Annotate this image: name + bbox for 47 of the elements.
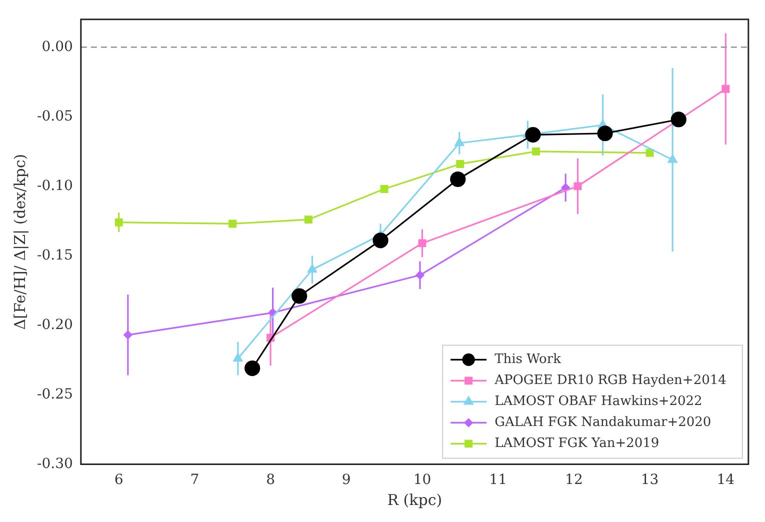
point [722,84,730,93]
point [114,218,123,226]
x-tick-label: 12 [565,472,583,488]
y-tick-label: 0.00 [42,38,73,55]
point [532,147,540,156]
point [304,216,312,224]
y-tick-label: -0.25 [36,386,73,402]
point [646,148,654,157]
point [454,138,464,146]
point [380,185,388,193]
point [308,264,317,273]
y-tick-label: -0.10 [36,178,73,194]
point [124,330,132,340]
y-tick-label: -0.30 [36,456,73,472]
x-axis-title: R (kpc) [387,490,442,509]
legend-label: This Work [494,352,562,368]
point [561,183,570,192]
point [670,112,686,128]
x-tick-label: 10 [413,472,432,488]
legend-label: GALAH FGK Nandakumar+2020 [494,415,712,430]
y-axis-title: Δ[Fe/H]/ Δ|Z| (dex/kpc) [10,154,29,330]
y-tick-label: -0.15 [36,247,73,264]
x-tick-label: 7 [190,472,200,488]
x-tick-label: 8 [266,472,275,488]
legend-label: LAMOST OBAF Hawkins+2022 [494,394,702,410]
point [525,126,541,143]
point [574,182,582,190]
x-tick-label: 9 [342,472,351,488]
point [668,154,678,163]
point [456,160,464,168]
point [292,288,308,304]
point [418,239,426,248]
x-tick-label: 14 [716,472,735,488]
y-tick-label: -0.05 [36,108,73,124]
point [450,171,466,188]
x-tick-label: 6 [114,472,124,488]
legend-label: APOGEE DR10 RGB Hayden+2014 [494,373,726,388]
point [597,126,613,142]
point [416,270,424,280]
x-tick-label: 13 [640,472,659,488]
point [372,232,388,248]
point [233,353,243,362]
point [244,360,260,376]
x-tick-label: 11 [489,472,507,488]
legend-label: LAMOST FGK Yan+2019 [494,436,660,452]
y-tick-label: -0.20 [36,316,73,333]
point [228,220,237,228]
